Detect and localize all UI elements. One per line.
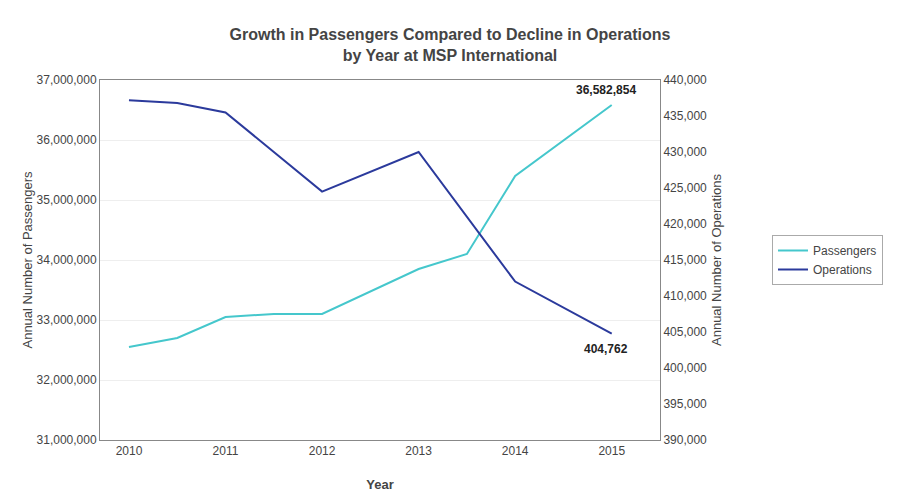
svg-text:410,000: 410,000 (663, 289, 707, 303)
svg-text:Passengers: Passengers (813, 244, 876, 258)
svg-text:2014: 2014 (502, 444, 529, 458)
svg-text:37,000,000: 37,000,000 (37, 73, 97, 87)
svg-text:Operations: Operations (813, 263, 872, 277)
svg-text:395,000: 395,000 (663, 397, 707, 411)
svg-text:36,582,854: 36,582,854 (576, 83, 636, 97)
svg-text:425,000: 425,000 (663, 181, 707, 195)
svg-text:2012: 2012 (309, 444, 336, 458)
svg-text:Growth in Passengers Compared: Growth in Passengers Compared to Decline… (230, 26, 671, 64)
svg-text:32,000,000: 32,000,000 (37, 373, 97, 387)
svg-text:Annual Number of Operations: Annual Number of Operations (709, 174, 724, 346)
svg-text:Year: Year (366, 477, 393, 492)
svg-text:2011: 2011 (213, 444, 239, 458)
svg-text:400,000: 400,000 (663, 361, 707, 375)
svg-text:415,000: 415,000 (663, 253, 707, 267)
svg-text:2010: 2010 (116, 444, 143, 458)
svg-text:2013: 2013 (405, 444, 432, 458)
svg-text:33,000,000: 33,000,000 (37, 313, 97, 327)
svg-text:404,762: 404,762 (584, 342, 628, 356)
svg-text:440,000: 440,000 (663, 73, 707, 87)
svg-text:36,000,000: 36,000,000 (37, 133, 97, 147)
svg-text:420,000: 420,000 (663, 217, 707, 231)
svg-text:390,000: 390,000 (663, 433, 707, 447)
svg-text:35,000,000: 35,000,000 (37, 193, 97, 207)
svg-text:31,000,000: 31,000,000 (37, 433, 97, 447)
svg-text:2015: 2015 (598, 444, 625, 458)
svg-text:430,000: 430,000 (663, 145, 707, 159)
svg-text:Annual Number of Passengers: Annual Number of Passengers (20, 171, 35, 349)
svg-text:405,000: 405,000 (663, 325, 707, 339)
svg-text:435,000: 435,000 (663, 109, 707, 123)
svg-text:34,000,000: 34,000,000 (37, 253, 97, 267)
